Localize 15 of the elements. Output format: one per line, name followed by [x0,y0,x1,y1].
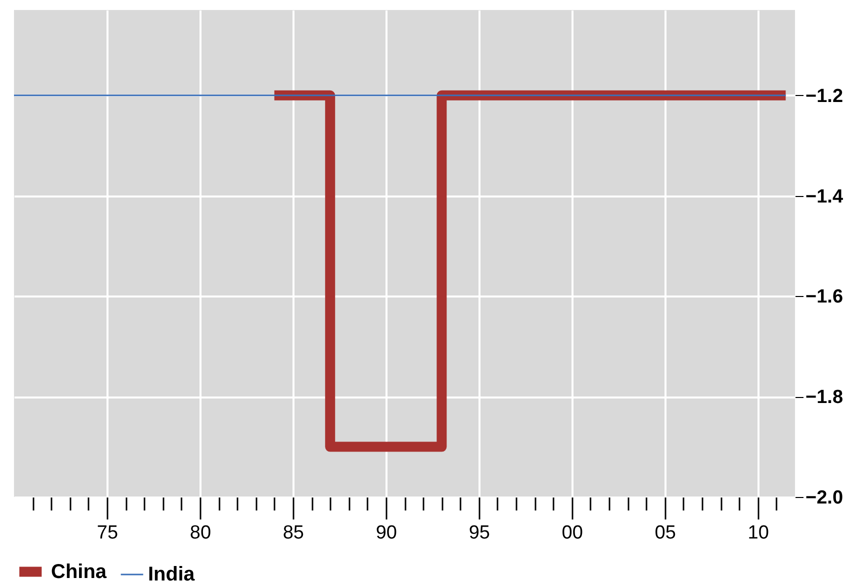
x-tick-label: 90 [376,522,397,544]
x-tick-label: 10 [748,522,769,544]
x-tick-label: 85 [282,522,304,544]
x-tick-label: 80 [190,522,212,544]
y-tick-label: −1.8 [806,387,844,408]
y-tick-label: −2.0 [806,488,844,508]
x-tick-label: 00 [562,522,583,544]
y-tick-label: −1.4 [806,186,844,208]
x-tick-label: 05 [654,522,676,544]
y-tick-label: −1.2 [806,86,844,107]
legend-label: China [51,560,108,583]
y-tick-label: −1.6 [806,286,844,308]
x-tick-label: 75 [96,522,118,544]
x-tick-label: 95 [468,522,490,544]
legend-label: India [148,564,196,586]
